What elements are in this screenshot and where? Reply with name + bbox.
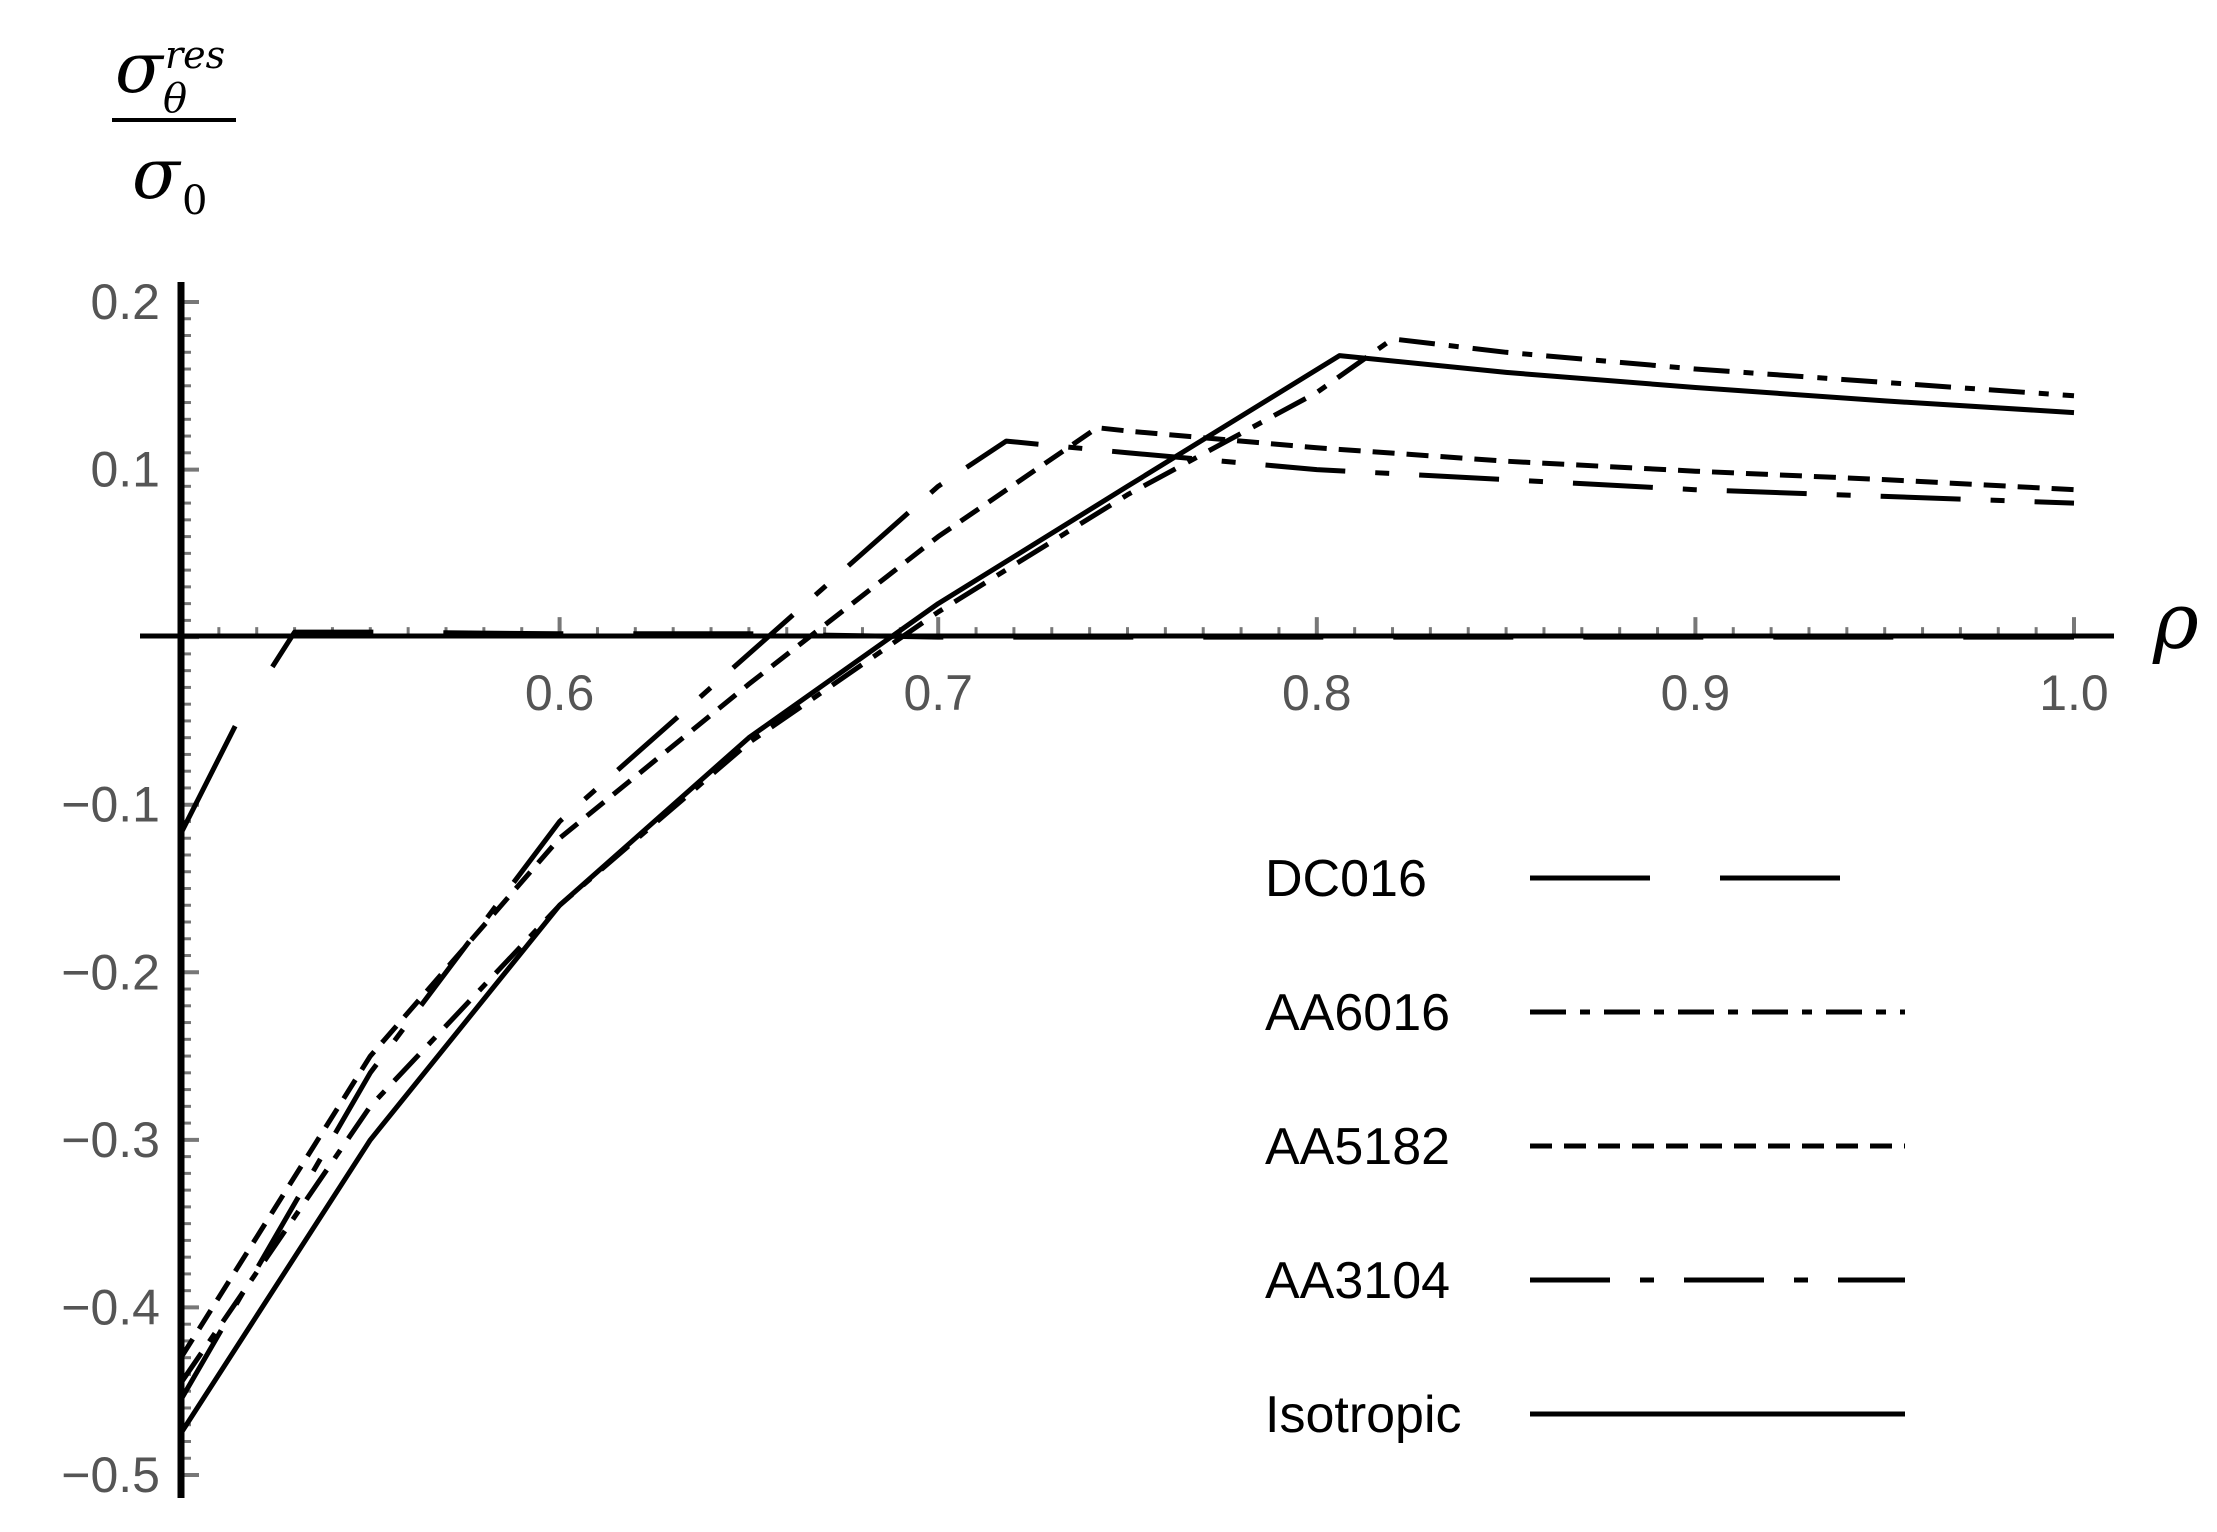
legend: DC016 AA6016 AA5182 AA3104 Isotropic — [1265, 850, 1905, 1444]
series-line-aa5182 — [178, 425, 2075, 1360]
y-axis-label: σ res θ σ 0 — [112, 27, 236, 224]
axis-ticks — [179, 300, 2076, 1477]
y-label-denominator-subscript: 0 — [182, 178, 207, 224]
series-line-isotropic — [178, 353, 2075, 1435]
y-tick-label: 0.2 — [90, 274, 160, 330]
y-tick-labels: 0.2 0.1 −0.1 −0.2 −0.3 −0.4 −0.5 — [61, 274, 160, 1503]
x-tick-labels: 0.6 0.7 0.8 0.9 1.0 — [525, 665, 2109, 721]
x-tick-label: 0.7 — [903, 665, 973, 721]
legend-label: AA3104 — [1265, 1252, 1450, 1310]
x-tick-label: 0.6 — [525, 665, 595, 721]
y-label-denominator-symbol: σ — [132, 133, 182, 215]
legend-label: AA6016 — [1265, 984, 1450, 1042]
series-line-aa3104 — [178, 438, 2075, 1401]
x-tick-label: 0.8 — [1282, 665, 1352, 721]
legend-label: Isotropic — [1265, 1386, 1462, 1444]
y-tick-label: −0.2 — [61, 944, 160, 1000]
legend-label: DC016 — [1265, 850, 1427, 908]
y-label-subscript: θ — [163, 76, 187, 122]
y-label-numerator-symbol: σ — [115, 27, 165, 109]
x-tick-label: 1.0 — [2039, 665, 2109, 721]
y-tick-label: −0.4 — [61, 1279, 160, 1335]
x-axis-label: ρ — [2152, 577, 2199, 667]
y-tick-label: −0.1 — [61, 777, 160, 833]
x-tick-label: 0.9 — [1661, 665, 1731, 721]
series-lines — [178, 336, 2075, 1435]
y-tick-label: −0.3 — [61, 1112, 160, 1168]
series-line-aa6016 — [178, 336, 2075, 1385]
y-tick-label: 0.1 — [90, 442, 160, 498]
series-line-dc016 — [178, 629, 2074, 835]
y-label-superscript: res — [165, 33, 225, 77]
legend-label: AA5182 — [1265, 1118, 1450, 1176]
y-tick-label: −0.5 — [61, 1447, 160, 1503]
